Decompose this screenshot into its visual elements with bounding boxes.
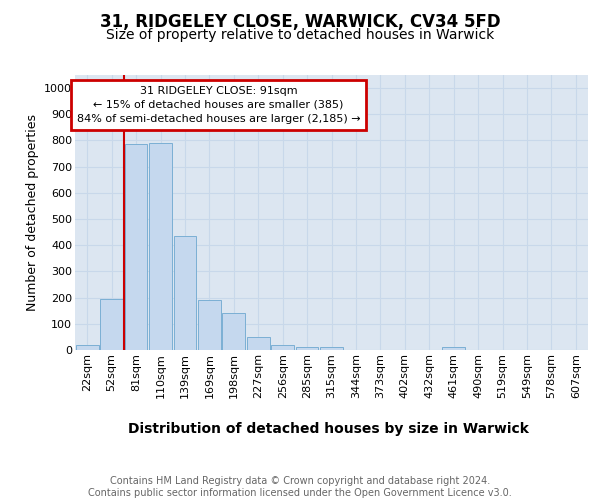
- Bar: [198, 300, 221, 350]
- Text: Distribution of detached houses by size in Warwick: Distribution of detached houses by size …: [128, 422, 529, 436]
- Text: 31, RIDGELEY CLOSE, WARWICK, CV34 5FD: 31, RIDGELEY CLOSE, WARWICK, CV34 5FD: [100, 12, 500, 30]
- Bar: [125, 144, 148, 350]
- Text: Size of property relative to detached houses in Warwick: Size of property relative to detached ho…: [106, 28, 494, 42]
- Bar: [149, 143, 172, 350]
- Bar: [100, 299, 123, 350]
- Bar: [296, 347, 319, 350]
- Text: Contains HM Land Registry data © Crown copyright and database right 2024.
Contai: Contains HM Land Registry data © Crown c…: [88, 476, 512, 498]
- Bar: [76, 345, 98, 350]
- Bar: [247, 337, 269, 350]
- Bar: [173, 236, 196, 350]
- Bar: [223, 314, 245, 350]
- Y-axis label: Number of detached properties: Number of detached properties: [26, 114, 38, 311]
- Text: 31 RIDGELEY CLOSE: 91sqm
← 15% of detached houses are smaller (385)
84% of semi-: 31 RIDGELEY CLOSE: 91sqm ← 15% of detach…: [77, 86, 361, 124]
- Bar: [320, 348, 343, 350]
- Bar: [442, 348, 465, 350]
- Bar: [271, 345, 294, 350]
